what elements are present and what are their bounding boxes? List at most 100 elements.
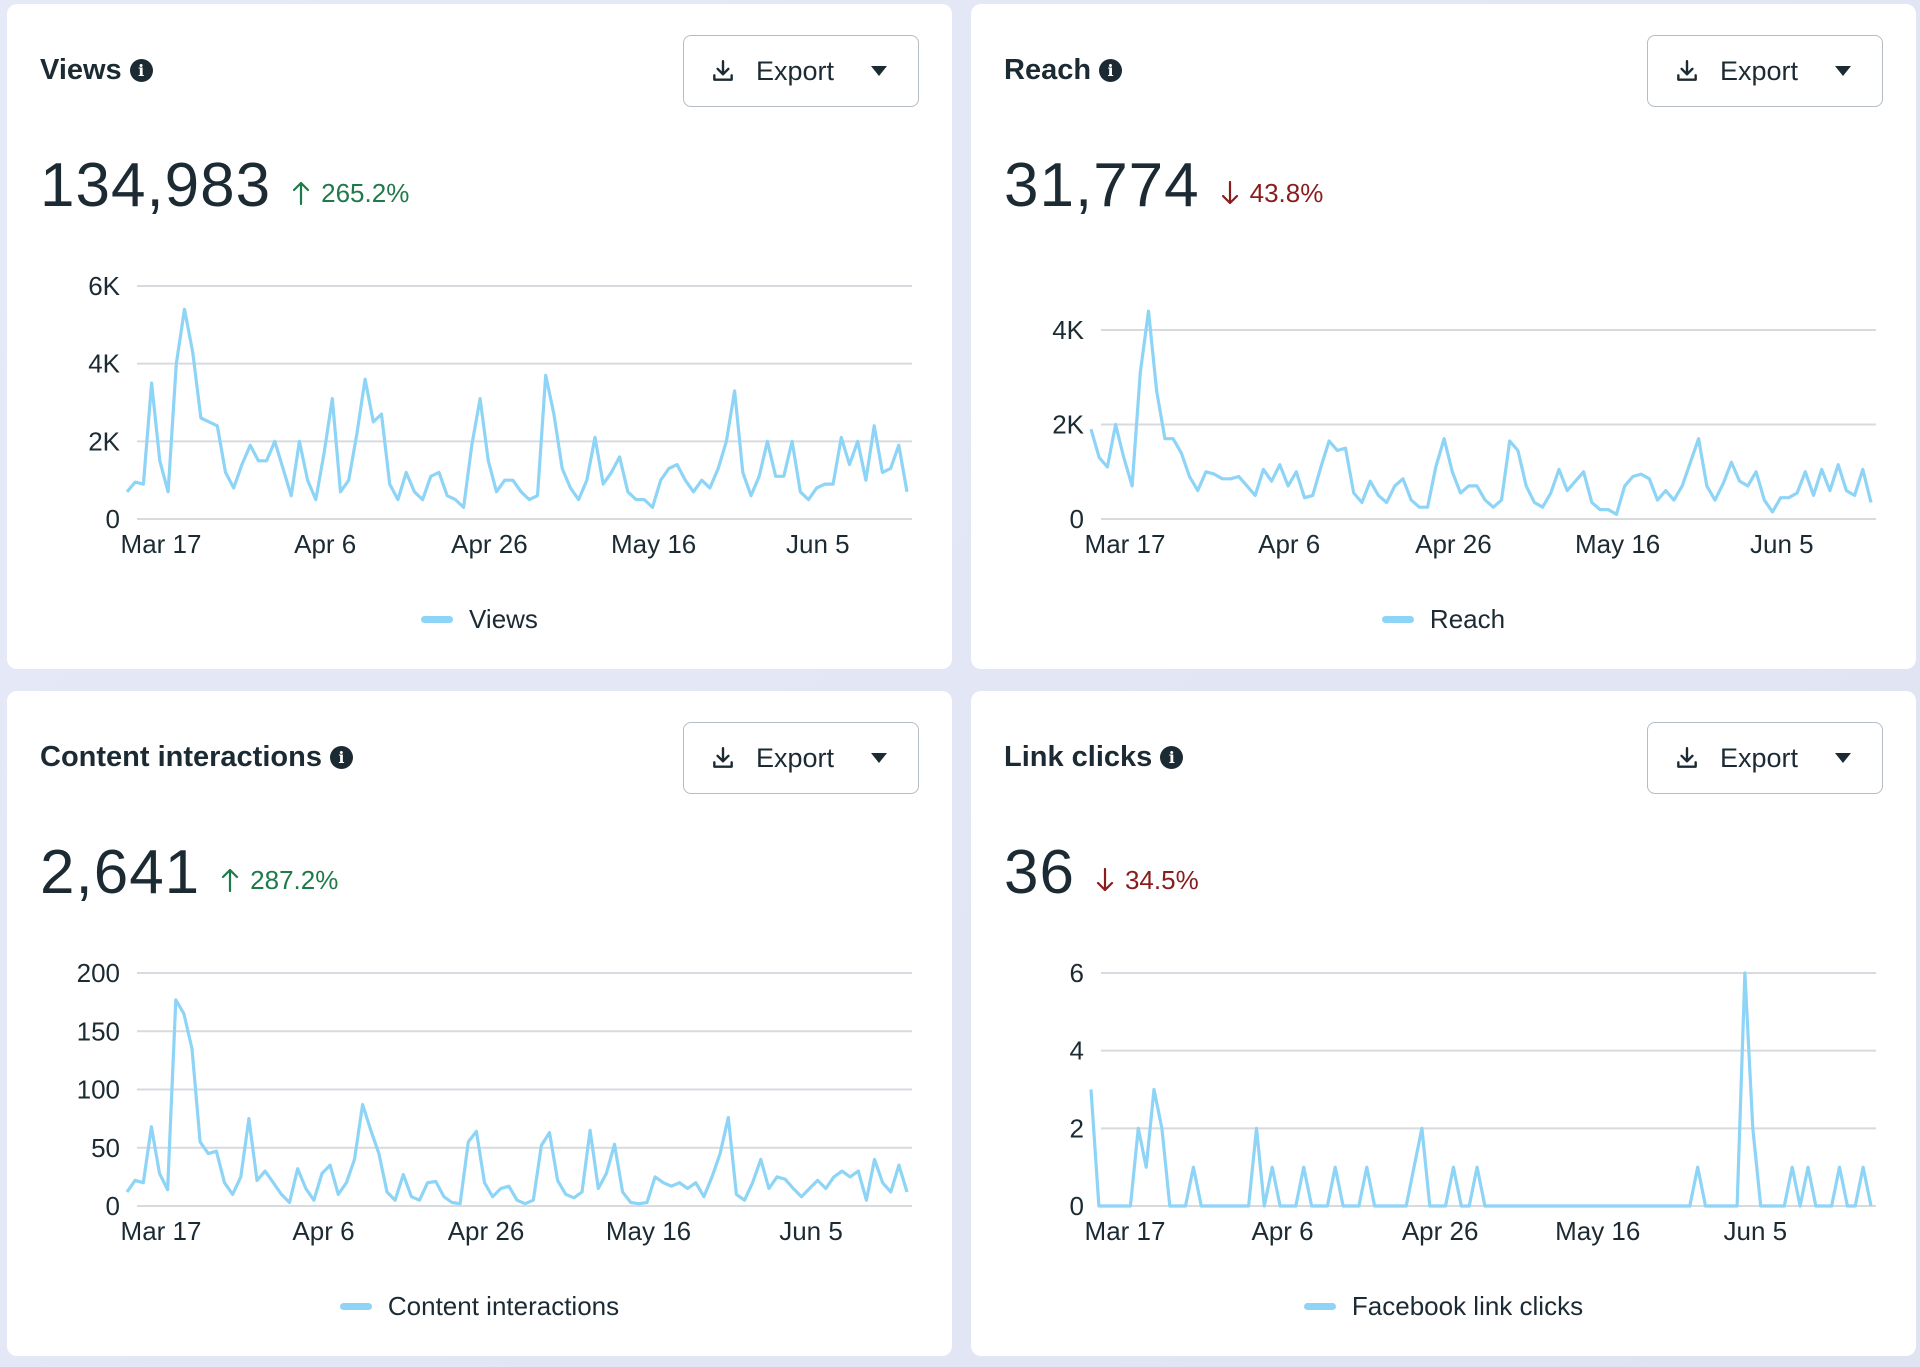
- y-tick-label: 2K: [1052, 410, 1084, 440]
- content-interactions-card: Content interactions i Export 2,641 287.…: [7, 691, 952, 1356]
- export-button[interactable]: Export: [1647, 722, 1883, 794]
- x-tick-label: Mar 17: [1085, 1216, 1166, 1246]
- arrow-down-icon: [1221, 180, 1238, 205]
- x-tick-label: Jun 5: [779, 1216, 843, 1246]
- card-title-text: Content interactions: [40, 741, 322, 773]
- info-icon[interactable]: i: [1160, 746, 1184, 769]
- metric-change: 34.5%: [1095, 865, 1199, 896]
- x-tick-label: May 16: [1575, 529, 1660, 559]
- views-card: Views i Export 134,983 265.2% 0 2K 4K 6K Mar…: [7, 4, 952, 669]
- y-tick-label: 4K: [88, 349, 120, 379]
- metric-value: 134,983: [40, 151, 272, 220]
- content-interactions-chart: 0 50 100 150 200 Mar 17 Apr 6 Apr 26 May 16 Jun 5: [77, 958, 912, 1246]
- legend-label: Facebook link clicks: [1351, 1291, 1584, 1321]
- y-tick-label: 0: [1070, 1191, 1084, 1221]
- legend-swatch: [1303, 1303, 1336, 1310]
- x-tick-label: Apr 26: [1415, 529, 1492, 559]
- metric-value: 36: [1004, 838, 1075, 907]
- y-tick-label: 6: [1070, 958, 1084, 988]
- metric-change-text: 287.2%: [250, 864, 339, 895]
- y-tick-label: 2: [1070, 1113, 1084, 1143]
- arrow-down-icon: [1096, 867, 1114, 892]
- arrow-up-icon: [293, 181, 310, 206]
- export-label: Export: [1720, 742, 1799, 773]
- x-tick-label: Apr 26: [451, 529, 528, 559]
- download-icon: [1677, 60, 1697, 81]
- card-title: Reach i: [1004, 54, 1123, 87]
- legend-label: Views: [469, 604, 538, 634]
- reach-chart: 0 2K 4K Mar 17 Apr 6 Apr 26 May 16 Jun 5: [1052, 309, 1876, 559]
- x-tick-label: May 16: [1555, 1216, 1640, 1246]
- x-tick-label: Apr 26: [1402, 1216, 1479, 1246]
- x-tick-label: Mar 17: [121, 529, 202, 559]
- x-tick-label: Apr 6: [1251, 1216, 1313, 1246]
- card-title: Link clicks i: [1004, 741, 1184, 774]
- y-tick-label: 0: [106, 504, 120, 534]
- info-icon[interactable]: i: [129, 59, 153, 82]
- card-title: Content interactions i: [40, 741, 353, 774]
- legend-label: Content interactions: [387, 1291, 620, 1321]
- export-label: Export: [756, 742, 835, 773]
- card-title-text: Link clicks: [1004, 741, 1153, 773]
- info-icon[interactable]: i: [329, 746, 353, 769]
- legend-label: Reach: [1429, 604, 1506, 634]
- export-label: Export: [1720, 55, 1799, 86]
- y-tick-label: 150: [77, 1016, 120, 1046]
- export-label: Export: [756, 55, 835, 86]
- x-tick-label: Jun 5: [1723, 1216, 1787, 1246]
- y-tick-label: 100: [77, 1075, 120, 1105]
- info-icon[interactable]: i: [1099, 59, 1123, 82]
- x-tick-label: Apr 6: [292, 1216, 354, 1246]
- x-tick-label: Mar 17: [121, 1216, 202, 1246]
- legend-swatch: [421, 616, 454, 623]
- y-tick-label: 0: [106, 1191, 120, 1221]
- download-icon: [713, 747, 733, 768]
- x-tick-label: May 16: [611, 529, 696, 559]
- chart-legend: Content interactions: [7, 1291, 952, 1322]
- x-tick-label: Jun 5: [1750, 529, 1814, 559]
- export-button[interactable]: Export: [683, 722, 919, 794]
- metric-row: 2,641 287.2%: [40, 837, 338, 908]
- metric-row: 31,774 43.8%: [1004, 150, 1323, 221]
- metric-value: 2,641: [40, 838, 201, 907]
- x-tick-label: Apr 26: [448, 1216, 525, 1246]
- link-clicks-card: Link clicks i Export 36 34.5% 0 2 4 6 Mar 17…: [971, 691, 1916, 1356]
- y-tick-label: 6K: [88, 271, 120, 301]
- reach-card: Reach i Export 31,774 43.8% 0 2K 4K Mar 17 A…: [971, 4, 1916, 669]
- metric-change: 43.8%: [1220, 178, 1323, 209]
- card-title-text: Reach: [1004, 54, 1092, 86]
- card-title-text: Views: [40, 54, 122, 86]
- series-line: [125, 998, 909, 1206]
- metric-change-text: 34.5%: [1124, 864, 1199, 895]
- caret-down-icon: [1835, 753, 1851, 763]
- y-tick-label: 4K: [1052, 315, 1084, 345]
- y-tick-label: 50: [91, 1133, 120, 1163]
- card-title: Views i: [40, 54, 153, 87]
- y-tick-label: 200: [77, 958, 120, 988]
- export-button[interactable]: Export: [1647, 35, 1883, 107]
- caret-down-icon: [1835, 66, 1851, 76]
- series-line: [1089, 309, 1873, 516]
- x-tick-label: Apr 6: [294, 529, 356, 559]
- x-tick-label: May 16: [606, 1216, 691, 1246]
- metric-value: 31,774: [1004, 151, 1200, 220]
- x-tick-label: Mar 17: [1085, 529, 1166, 559]
- legend-swatch: [1381, 616, 1414, 623]
- caret-down-icon: [871, 66, 887, 76]
- caret-down-icon: [871, 753, 887, 763]
- metric-change-text: 265.2%: [321, 177, 410, 208]
- metric-row: 134,983 265.2%: [40, 150, 409, 221]
- x-tick-label: Apr 6: [1258, 529, 1320, 559]
- link-clicks-chart: 0 2 4 6 Mar 17 Apr 6 Apr 26 May 16 Jun 5: [1070, 958, 1876, 1246]
- download-icon: [713, 60, 733, 81]
- series-line: [125, 307, 909, 509]
- arrow-up-icon: [222, 868, 239, 893]
- series-line: [1089, 971, 1873, 1208]
- chart-legend: Facebook link clicks: [971, 1291, 1916, 1322]
- chart-legend: Views: [7, 604, 952, 635]
- y-tick-label: 2K: [88, 426, 120, 456]
- views-chart: 0 2K 4K 6K Mar 17 Apr 6 Apr 26 May 16 Jun 5: [88, 271, 912, 559]
- metric-change: 287.2%: [220, 865, 338, 896]
- metric-change: 265.2%: [291, 178, 409, 209]
- export-button[interactable]: Export: [683, 35, 919, 107]
